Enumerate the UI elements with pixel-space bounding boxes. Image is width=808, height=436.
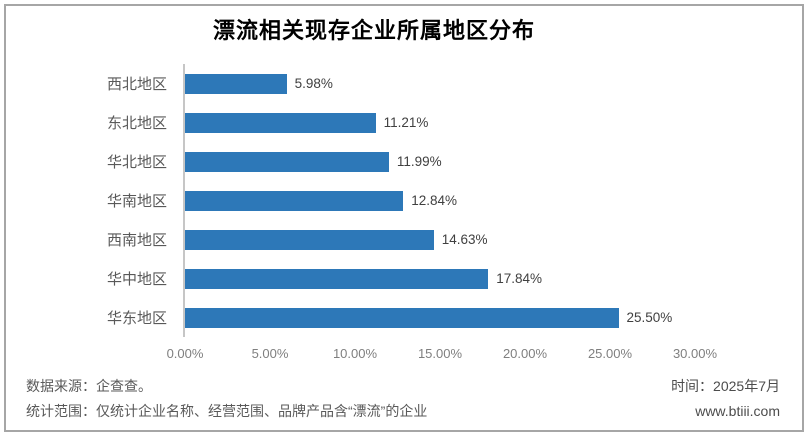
bar	[185, 190, 404, 211]
value-label: 17.84%	[496, 271, 543, 286]
value-label: 11.99%	[396, 154, 442, 169]
x-tick-label: 20.00%	[502, 346, 548, 361]
category-label: 西南地区	[106, 232, 167, 249]
time-label: 时间：2025年7月	[671, 378, 780, 394]
chart-row: 西北地区 5.98%	[0, 64, 808, 103]
chart-row: 华中地区 17.84%	[0, 259, 808, 298]
value-label: 25.50%	[626, 310, 673, 325]
bar-track: 25.50%	[183, 298, 695, 337]
value-label: 12.84%	[411, 193, 458, 208]
chart-row: 华南地区 12.84%	[0, 181, 808, 220]
chart-row: 东北地区 11.21%	[0, 103, 808, 142]
chart-row: 华东地区 25.50%	[0, 298, 808, 337]
bar-track: 11.21%	[183, 103, 695, 142]
value-label: 14.63%	[441, 232, 488, 247]
bar-track: 12.84%	[183, 181, 695, 220]
x-tick-label: 10.00%	[332, 346, 378, 361]
category-label: 华中地区	[106, 271, 167, 288]
bar-track: 5.98%	[183, 64, 695, 103]
x-tick-label: 0.00%	[166, 346, 204, 361]
statistic-scope-line: 统计范围：仅统计企业名称、经营范围、品牌产品含“漂流”的企业	[26, 403, 428, 419]
category-label: 西北地区	[106, 76, 167, 93]
chart-frame	[4, 4, 804, 432]
chart-title: 漂流相关现存企业所属地区分布	[212, 18, 535, 43]
footer-source: 数据来源：企查查。 统计范围：仅统计企业名称、经营范围、品牌产品含“漂流”的企业	[26, 374, 427, 424]
bar	[185, 229, 434, 250]
category-label: 华东地区	[106, 310, 167, 327]
x-tick-label: 15.00%	[417, 346, 463, 361]
website-label: www.btiii.com	[695, 403, 780, 419]
bar-track: 14.63%	[183, 220, 695, 259]
category-label: 华北地区	[106, 154, 167, 171]
chart-rows: 西北地区 5.98% 东北地区 11.21% 华北地区 11.99% 华南地区 12.84% 西…	[0, 64, 808, 337]
bar	[185, 307, 619, 328]
category-label: 东北地区	[106, 115, 167, 132]
data-source-line: 数据来源：企查查。	[26, 378, 152, 394]
x-tick-label: 30.00%	[672, 346, 718, 361]
x-axis: 0.00% 5.00% 10.00% 15.00% 20.00% 25.00% 30.00%	[167, 346, 717, 366]
chart-row: 西南地区 14.63%	[0, 220, 808, 259]
bar	[185, 268, 489, 289]
chart-row: 华北地区 11.99%	[0, 142, 808, 181]
value-label: 11.21%	[383, 115, 429, 130]
bar	[185, 73, 287, 94]
bar	[185, 151, 389, 172]
value-label: 5.98%	[294, 76, 333, 91]
bar-track: 17.84%	[183, 259, 695, 298]
footer-meta: 时间：2025年7月 www.btiii.com	[671, 374, 780, 424]
x-tick-label: 25.00%	[587, 346, 633, 361]
category-label: 华南地区	[106, 193, 167, 210]
bar	[185, 112, 376, 133]
bar-track: 11.99%	[183, 142, 695, 181]
x-tick-label: 5.00%	[251, 346, 289, 361]
bar-chart: 西北地区 5.98% 东北地区 11.21% 华北地区 11.99% 华南地区 12.84% 西…	[0, 64, 808, 366]
